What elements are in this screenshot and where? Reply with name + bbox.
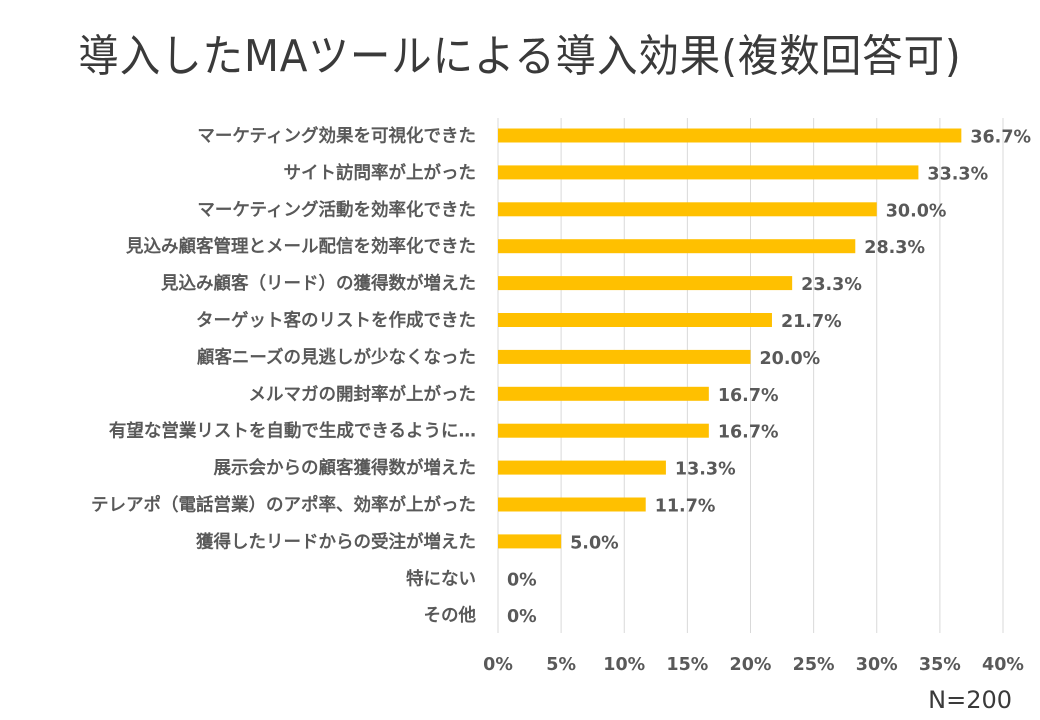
category-label: その他 — [424, 605, 477, 626]
data-label: 13.3% — [675, 460, 736, 480]
bar — [498, 202, 877, 217]
chart-title: 導入したMAツールによる導入効果(複数回答可) — [78, 31, 962, 82]
bar — [498, 423, 709, 438]
category-label: 有望な営業リストを自動で生成できるように… — [109, 421, 476, 442]
x-tick-label: 35% — [919, 655, 961, 675]
data-label: 23.3% — [801, 275, 862, 295]
bar — [498, 128, 962, 143]
bar — [498, 165, 919, 180]
x-tick-label: 5% — [546, 655, 576, 675]
category-labels: マーケティング効果を可視化できたサイト訪問率が上がったマーケティング活動を効率化… — [91, 126, 476, 627]
x-tick-label: 15% — [666, 655, 708, 675]
category-label: 展示会からの顧客獲得数が増えた — [214, 458, 477, 479]
bar — [498, 313, 772, 327]
x-tick-label: 30% — [856, 655, 898, 675]
data-label: 36.7% — [970, 128, 1031, 148]
x-axis-ticks: 0% 5% 10% 15% 20% 25% 30% 35% 40% — [483, 655, 1024, 675]
category-label: 獲得したリードからの受注が増えた — [196, 531, 476, 552]
x-tick-label: 10% — [603, 655, 645, 675]
category-label: マーケティング効果を可視化できた — [197, 126, 476, 147]
data-label: 16.7% — [718, 386, 779, 406]
data-label: 20.0% — [760, 349, 821, 369]
data-label: 0% — [507, 570, 537, 590]
category-label: テレアポ（電話営業）のアポ率、効率が上がった — [91, 495, 476, 516]
x-tick-label: 0% — [483, 655, 513, 675]
data-labels: 36.7% 33.3% 30.0% 28.3%23.3% 21.7% 20.0% 16.7%… — [507, 128, 1031, 628]
category-label: 特にない — [406, 568, 476, 589]
data-label: 21.7% — [781, 312, 842, 332]
data-label: 11.7% — [655, 497, 716, 517]
data-label: 30.0% — [886, 201, 947, 221]
bar — [498, 386, 709, 401]
x-tick-label: 40% — [982, 655, 1024, 675]
data-label: 16.7% — [718, 423, 779, 443]
bar — [498, 460, 666, 475]
bar — [498, 497, 646, 512]
data-label: 5.0% — [570, 533, 619, 553]
category-label: マーケティング活動を効率化できた — [197, 199, 476, 220]
category-label: 顧客ニーズの見逃しが少なくなった — [197, 347, 476, 368]
category-label: ターゲット客のリストを作成できた — [196, 310, 476, 331]
category-label: 見込み顧客管理とメール配信を効率化できた — [125, 236, 476, 257]
category-label: 見込み顧客（リード）の獲得数が増えた — [160, 273, 476, 294]
x-tick-label: 25% — [793, 655, 835, 675]
sample-size-note: N=200 — [928, 686, 1012, 714]
data-label: 28.3% — [864, 238, 925, 258]
category-label: メルマガの開封率が上がった — [249, 384, 477, 405]
x-tick-label: 20% — [730, 655, 772, 675]
data-label: 0% — [507, 607, 537, 627]
data-label: 33.3% — [927, 164, 988, 184]
category-label: サイト訪問率が上がった — [284, 162, 477, 183]
bar — [498, 276, 793, 291]
bar — [498, 534, 562, 549]
gridlines — [497, 118, 1004, 633]
bars — [498, 128, 962, 549]
bar — [498, 349, 751, 364]
bar — [498, 239, 856, 254]
